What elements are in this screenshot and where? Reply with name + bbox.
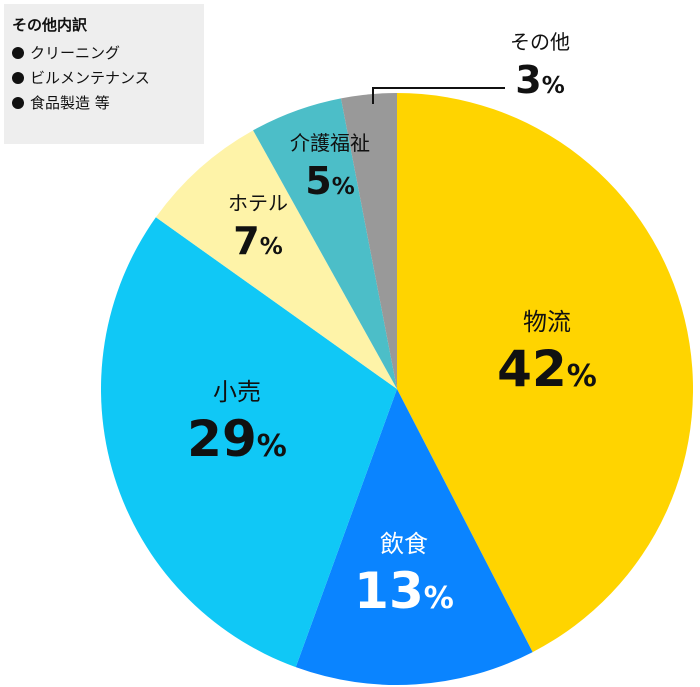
pie-slice-retail	[101, 217, 398, 668]
bullet-icon	[12, 47, 24, 59]
pie-slice-other	[340, 93, 397, 389]
legend-item-food-manufacturing: 食品製造 等	[12, 91, 204, 116]
pie-slice-hotel	[155, 130, 397, 389]
pie-slice-welfare	[253, 98, 397, 389]
legend-item-label: ビルメンテナンス	[30, 69, 150, 87]
slice-label-welfare: 介護福祉	[290, 131, 370, 155]
slice-label-other: その他	[510, 30, 570, 54]
bullet-icon	[12, 97, 24, 109]
legend-title: その他内訳	[12, 16, 88, 34]
slice-label-logistics: 物流	[523, 308, 571, 336]
legend-item-building-maintenance: ビルメンテナンス	[12, 66, 204, 91]
legend-item-cleaning: クリーニング	[12, 41, 204, 66]
slice-value-other: 3%	[515, 58, 565, 102]
bullet-icon	[12, 72, 24, 84]
slice-value-retail: 29%	[187, 410, 287, 468]
slice-value-food: 13%	[354, 562, 454, 620]
slice-value-logistics: 42%	[497, 340, 597, 398]
slice-value-hotel: 7%	[233, 219, 283, 263]
legend-item-label: 食品製造 等	[30, 94, 110, 112]
legend-item-label: クリーニング	[30, 44, 121, 62]
pie-slices	[101, 92, 694, 686]
slice-labels: 物流 42% 飲食 13% 小売 29% ホテル 7% 介護福祉 5% その他 3%	[187, 30, 597, 620]
other-breakdown-legend: その他内訳 クリーニング ビルメンテナンス 食品製造 等	[4, 4, 204, 144]
slice-label-food: 飲食	[380, 530, 428, 558]
slice-label-hotel: ホテル	[228, 191, 288, 215]
other-leader-line	[372, 87, 505, 104]
slice-value-welfare: 5%	[305, 159, 355, 203]
pie-slice-food	[295, 389, 533, 686]
slice-label-retail: 小売	[213, 378, 261, 406]
pie-slice-logistics	[397, 92, 694, 653]
